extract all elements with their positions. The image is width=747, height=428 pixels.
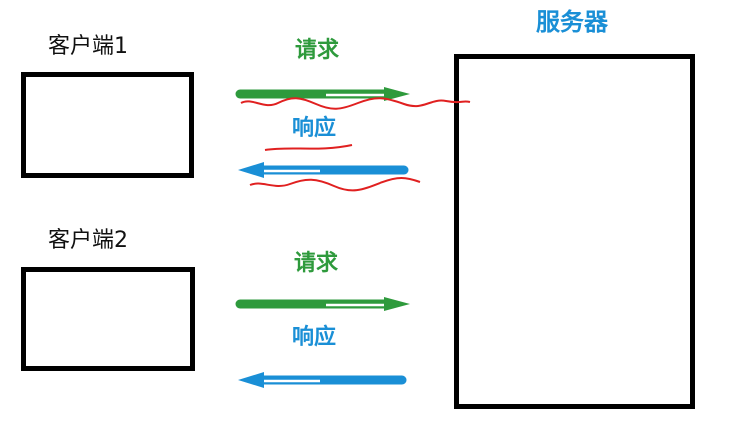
request-arrow-1 [240,87,410,101]
response-label-1: 响应 [292,118,336,140]
request-label-2: 请求 [294,253,338,275]
response-arrow-2 [238,372,402,388]
annotation-underline-response [265,145,352,150]
client-2-label: 客户端2 [48,230,128,252]
client-1-label: 客户端1 [48,36,128,58]
annotation-squiggle-request [241,98,470,109]
client-1-box [21,72,194,178]
client-2-box [21,267,195,371]
request-arrow-2 [240,297,410,311]
server-label: 服务器 [536,10,608,34]
annotation-squiggle-response [250,178,420,190]
response-label-2: 响应 [292,327,336,349]
server-box [454,54,695,409]
response-arrow-1 [238,162,404,178]
request-label-1: 请求 [295,40,339,62]
